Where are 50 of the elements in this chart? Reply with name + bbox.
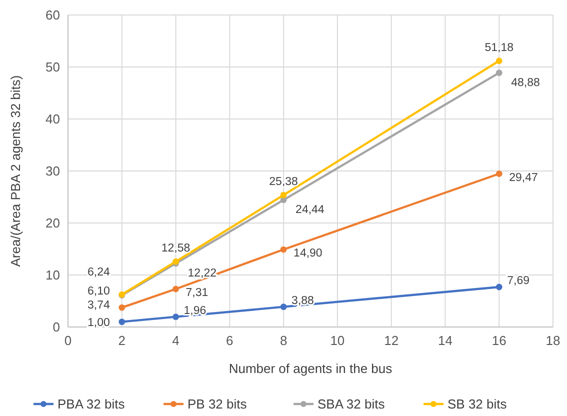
x-tick-label: 2 [118, 333, 126, 348]
y-tick-label: 60 [46, 8, 60, 23]
y-tick-label: 10 [46, 268, 60, 283]
data-label: 3,74 [88, 300, 110, 312]
legend-label: PB 32 bits [188, 396, 248, 412]
point [496, 70, 502, 76]
y-tick-label: 20 [46, 216, 60, 231]
data-label: 29,47 [509, 172, 538, 184]
legend-label: SB 32 bits [448, 396, 508, 412]
data-label: 51,18 [484, 42, 514, 54]
y-tick-label: 50 [46, 60, 60, 75]
point [118, 304, 126, 311]
data-label: 6,10 [88, 285, 110, 298]
x-tick-label: 10 [330, 333, 345, 348]
data-label: 7,31 [186, 287, 208, 300]
x-tick-label: 8 [280, 333, 288, 348]
x-tick-label: 18 [546, 333, 560, 348]
x-tick-label: 6 [226, 333, 234, 348]
data-label: 48,88 [511, 76, 540, 89]
point [172, 286, 179, 292]
legend-label: SBA 32 bits [318, 396, 386, 412]
data-label: 24,44 [296, 204, 325, 216]
data-label: 14,90 [294, 248, 322, 260]
x-tick-label: 12 [384, 333, 399, 348]
point [172, 314, 179, 320]
y-axis-title: Area/(Area PBA 2 agents 32 bits) [8, 75, 23, 267]
point [280, 304, 287, 310]
x-tick-label: 14 [438, 333, 452, 348]
y-tick-label: 0 [52, 320, 60, 335]
data-label: 12,22 [188, 267, 217, 280]
y-tick-label: 30 [46, 164, 60, 179]
data-label: 12,58 [161, 242, 190, 255]
data-label: 1,00 [88, 316, 110, 329]
point [280, 246, 287, 253]
x-tick-label: 0 [64, 333, 72, 348]
x-axis-title: Number of agents in the bus [228, 361, 393, 376]
y-tick-label: 40 [46, 112, 60, 127]
data-label: 7,69 [507, 275, 530, 288]
point [496, 58, 502, 64]
data-label: 25,38 [269, 176, 298, 188]
data-label: 6,24 [88, 266, 110, 279]
point [496, 170, 502, 177]
data-label: 3,88 [292, 294, 314, 307]
point [280, 192, 287, 198]
point [496, 284, 502, 290]
legend-label: PBA 32 bits [58, 396, 126, 412]
data-label: 1,96 [184, 304, 206, 317]
point [118, 318, 126, 325]
x-tick-label: 16 [492, 333, 506, 348]
x-tick-label: 4 [172, 333, 180, 348]
